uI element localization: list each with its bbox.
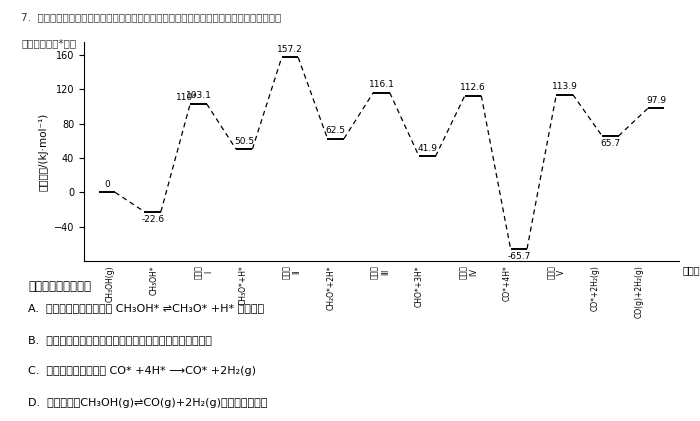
Y-axis label: 相对能量/(kJ·mol⁻¹): 相对能量/(kJ·mol⁻¹) — [38, 112, 48, 191]
Text: CHO*+3H*: CHO*+3H* — [414, 265, 424, 307]
Text: CO(g)+2H₂(g): CO(g)+2H₂(g) — [635, 265, 644, 318]
Text: 过渡态
Ⅱ: 过渡态 Ⅱ — [282, 265, 302, 279]
Text: 41.9: 41.9 — [417, 144, 438, 153]
Text: 112.6: 112.6 — [460, 83, 486, 92]
Text: 7.  在钒基催化剑表面上，甲醇制氢的反应历程及能量变化如图所示，其中吸附在钒催化剑表: 7. 在钒基催化剑表面上，甲醇制氢的反应历程及能量变化如图所示，其中吸附在钒催化… — [21, 13, 281, 23]
Text: 过渡态
Ⅴ: 过渡态 Ⅴ — [547, 265, 566, 279]
Text: 过渡态
Ⅲ: 过渡态 Ⅲ — [370, 265, 390, 279]
Text: 116.1: 116.1 — [369, 80, 394, 89]
Text: CH₃O*+H*: CH₃O*+H* — [238, 265, 247, 305]
Text: CH₃OH*: CH₃OH* — [150, 265, 159, 295]
Text: CO*+2H₂(g): CO*+2H₂(g) — [591, 265, 600, 311]
Text: 反应历程: 反应历程 — [682, 265, 700, 275]
Text: CH₂O*+2H*: CH₂O*+2H* — [326, 265, 335, 310]
Text: -22.6: -22.6 — [141, 215, 164, 224]
Text: 过渡态
Ⅳ: 过渡态 Ⅳ — [458, 265, 478, 279]
Text: -65.7: -65.7 — [507, 252, 531, 261]
Text: 113.9: 113.9 — [552, 82, 578, 91]
Text: C.  总反应的决速步骤为 CO* +4H* ⟶CO* +2H₂(g): C. 总反应的决速步骤为 CO* +4H* ⟶CO* +2H₂(g) — [28, 366, 256, 376]
Text: 97.9: 97.9 — [646, 96, 666, 105]
Text: B.  增大反应物甲醇浓度，可提高总反应中甲醇的平衡转化率: B. 增大反应物甲醇浓度，可提高总反应中甲醇的平衡转化率 — [28, 335, 212, 345]
Text: 0: 0 — [104, 180, 110, 189]
Text: D.  减小压强，CH₃OH(g)⇌CO(g)+2H₂(g)的平衡常数增大: D. 减小压强，CH₃OH(g)⇌CO(g)+2H₂(g)的平衡常数增大 — [28, 398, 267, 408]
Text: 62.5: 62.5 — [326, 126, 346, 135]
Text: A.  升高温度，可降低反应 CH₃OH* ⇌CH₃O* +H* 的活化能: A. 升高温度，可降低反应 CH₃OH* ⇌CH₃O* +H* 的活化能 — [28, 303, 264, 313]
Text: 过渡态
Ⅰ: 过渡态 Ⅰ — [194, 265, 214, 279]
Text: CH₃OH(g): CH₃OH(g) — [106, 265, 115, 302]
Text: 110*: 110* — [176, 93, 198, 102]
Text: 157.2: 157.2 — [277, 45, 303, 54]
Text: 下列说法中正确的是: 下列说法中正确的是 — [28, 280, 91, 293]
Text: 50.5: 50.5 — [234, 136, 254, 146]
Text: 面上的粒子用*标注: 面上的粒子用*标注 — [21, 38, 76, 48]
Text: 65.7: 65.7 — [601, 139, 620, 148]
Text: 103.1: 103.1 — [186, 91, 211, 100]
Text: CO*+4H*: CO*+4H* — [503, 265, 512, 301]
